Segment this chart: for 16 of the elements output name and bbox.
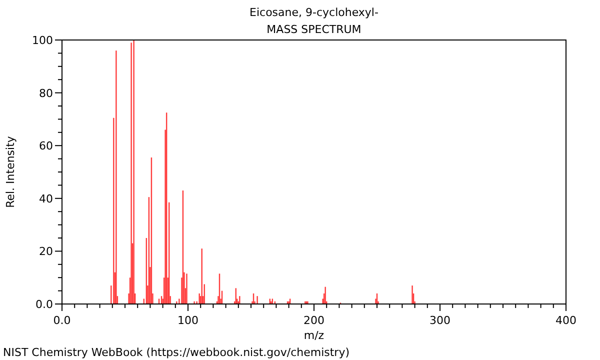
chart-title: Eicosane, 9-cyclohexyl- xyxy=(250,6,378,19)
y-tick-label: 100 xyxy=(32,34,53,47)
y-axis-title: Rel. Intensity xyxy=(4,136,17,208)
y-tick-label: 40 xyxy=(39,192,53,206)
y-tick-label: 80 xyxy=(39,86,53,100)
text: NIST Chemistry WebBook (https://webbook.nist.gov/chemistry) xyxy=(3,346,350,359)
y-tick-label: 20 xyxy=(39,245,53,258)
x-tick-label: 100 xyxy=(178,314,198,327)
y-tick-label: 60 xyxy=(39,140,53,153)
x-tick-label: 300 xyxy=(430,314,450,327)
x-tick-label: 200 xyxy=(304,314,324,327)
x-tick-label: 0.0 xyxy=(53,314,71,327)
y-tick-label: 0.0 xyxy=(36,298,53,311)
x-tick-label: 400 xyxy=(556,314,576,327)
chart-subtitle: MASS SPECTRUM xyxy=(266,23,362,36)
x-axis-title: m/z xyxy=(304,329,324,342)
